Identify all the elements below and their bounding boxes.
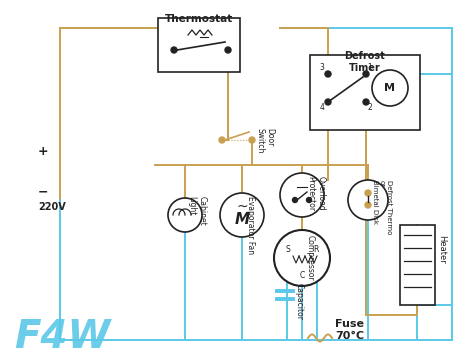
Text: 220V: 220V bbox=[38, 202, 66, 212]
Text: M: M bbox=[235, 211, 250, 226]
Text: Capacitor: Capacitor bbox=[295, 283, 304, 320]
Text: S: S bbox=[286, 245, 291, 254]
Text: Cabinet
Light: Cabinet Light bbox=[187, 196, 206, 226]
Text: Fuse
70°C: Fuse 70°C bbox=[335, 319, 364, 341]
Circle shape bbox=[274, 230, 330, 286]
Text: ~: ~ bbox=[236, 200, 248, 214]
Circle shape bbox=[225, 47, 231, 53]
Circle shape bbox=[249, 137, 255, 143]
Circle shape bbox=[325, 71, 331, 77]
Circle shape bbox=[280, 173, 324, 217]
Text: +: + bbox=[38, 145, 48, 158]
Circle shape bbox=[220, 193, 264, 237]
Text: 3: 3 bbox=[319, 63, 324, 71]
Bar bbox=[158, 18, 240, 72]
Text: Heater: Heater bbox=[437, 235, 446, 264]
Circle shape bbox=[171, 47, 177, 53]
Bar bbox=[400, 225, 435, 305]
Circle shape bbox=[363, 99, 369, 105]
Text: Thermostat: Thermostat bbox=[165, 14, 233, 24]
Circle shape bbox=[292, 198, 298, 202]
Text: Door
Switch: Door Switch bbox=[255, 128, 274, 153]
Circle shape bbox=[168, 198, 202, 232]
Circle shape bbox=[365, 202, 371, 208]
Text: Defrost
Timer: Defrost Timer bbox=[345, 51, 385, 72]
Text: Evaporator Fan: Evaporator Fan bbox=[246, 196, 255, 254]
Text: Compressor: Compressor bbox=[306, 235, 315, 281]
Bar bbox=[310, 55, 420, 130]
Text: R: R bbox=[313, 245, 319, 254]
Text: Defrost Thermo
or
Bimetal Disk: Defrost Thermo or Bimetal Disk bbox=[372, 180, 392, 234]
Text: 4: 4 bbox=[319, 103, 324, 112]
Circle shape bbox=[307, 198, 311, 202]
Circle shape bbox=[363, 71, 369, 77]
Circle shape bbox=[325, 99, 331, 105]
Text: 1: 1 bbox=[368, 63, 373, 71]
Text: M: M bbox=[384, 83, 395, 93]
Circle shape bbox=[372, 70, 408, 106]
Circle shape bbox=[348, 180, 388, 220]
Text: 2: 2 bbox=[368, 103, 373, 112]
Text: C: C bbox=[300, 270, 305, 280]
Text: Overload
Protector: Overload Protector bbox=[306, 176, 325, 211]
Circle shape bbox=[219, 137, 225, 143]
Circle shape bbox=[365, 190, 371, 196]
Text: −: − bbox=[38, 185, 48, 198]
Text: F4W: F4W bbox=[14, 318, 110, 356]
